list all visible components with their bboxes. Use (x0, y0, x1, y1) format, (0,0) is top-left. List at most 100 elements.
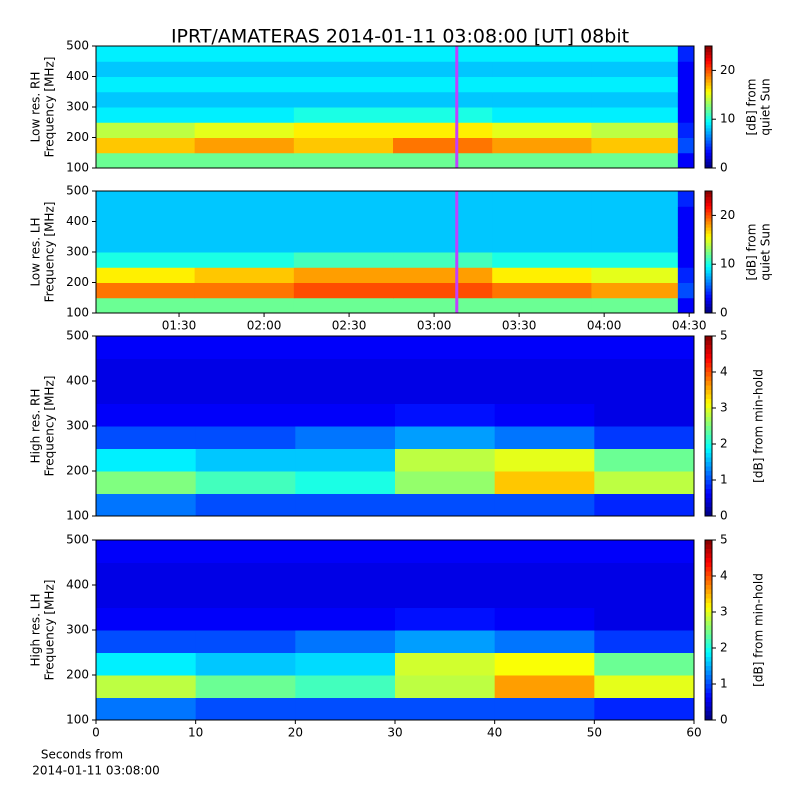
heatmap-cell (96, 630, 197, 653)
colorbar-band (705, 297, 712, 302)
heatmap-cell (194, 236, 295, 253)
colorbar-band (705, 46, 712, 50)
colorbar-band (705, 603, 712, 608)
heatmap-cell (295, 381, 396, 404)
y-tick-label: 200 (66, 668, 89, 682)
y-tick-label: 500 (66, 39, 89, 53)
heatmap-cell (393, 252, 493, 268)
heatmap-cell (295, 562, 396, 586)
colorbar-band (705, 279, 712, 283)
colorbar-tick-label: 4 (720, 365, 728, 379)
heatmap-cell (494, 562, 595, 586)
heatmap-cell (194, 107, 295, 123)
heatmap-cell (293, 122, 394, 138)
heatmap-cell (96, 206, 196, 222)
colorbar-band (705, 702, 712, 707)
colorbar-band (705, 255, 712, 259)
colorbar-band (705, 113, 712, 117)
colorbar-band (705, 291, 712, 296)
heatmap-cell (594, 607, 695, 631)
x-tick-label: 40 (487, 726, 502, 740)
heatmap-cell (195, 630, 296, 653)
heatmap-cell (393, 297, 493, 314)
heatmap-cell (194, 221, 295, 238)
colorbar-band (705, 585, 712, 590)
colorbar-band (705, 549, 712, 554)
heatmap-cell (96, 652, 197, 676)
colorbar-band (705, 107, 712, 111)
colorbar-band (705, 345, 712, 350)
colorbar-tick-label: 0 (720, 306, 728, 320)
heatmap-cell (295, 630, 396, 653)
colorbar-band (705, 94, 712, 99)
heatmap-cell (494, 540, 595, 563)
heatmap-cell (594, 336, 695, 359)
heatmap-cell (195, 585, 296, 608)
heatmap-cell (494, 358, 595, 382)
heatmap-cell (591, 206, 679, 222)
heatmap-cell (393, 282, 493, 299)
heatmap-cell (492, 91, 592, 108)
heatmap-cell (494, 675, 595, 698)
colorbar-band (705, 306, 712, 311)
heatmap-cell (195, 403, 296, 427)
y-tick-label: 500 (66, 533, 89, 547)
colorbar-band (705, 670, 712, 676)
heatmap-cell (194, 297, 295, 314)
x-tick-label: 60 (686, 726, 701, 740)
heatmap-cell (96, 76, 196, 93)
heatmap-cell (594, 675, 695, 698)
colorbar-band (705, 61, 712, 65)
y-tick-label: 300 (66, 100, 89, 114)
colorbar-band (705, 439, 712, 445)
colorbar-band (705, 643, 712, 649)
heatmap-cell (591, 191, 679, 207)
colorbar-band (705, 540, 712, 545)
heatmap-cell (594, 426, 695, 449)
heatmap-cell (295, 652, 396, 676)
x-axis-label: Seconds from (41, 748, 123, 762)
heatmap-cell (591, 297, 679, 314)
colorbar-band (705, 340, 712, 346)
heatmap-cell (96, 137, 196, 154)
heatmap-cell (293, 191, 394, 207)
heatmap-cell (96, 107, 196, 123)
colorbar-tick-label: 20 (720, 208, 735, 222)
heatmap-cell (293, 252, 394, 268)
colorbar-label: [dB] from (745, 224, 759, 281)
heatmap-cell (677, 282, 695, 299)
colorbar-band (705, 349, 712, 355)
heatmap-cell (395, 652, 496, 676)
heatmap-cell (494, 403, 595, 427)
x-tick-label: 50 (587, 726, 602, 740)
heatmap-cell (492, 61, 592, 77)
heatmap-cell (195, 562, 296, 586)
heatmap-cell (594, 493, 695, 517)
heatmap-cell (293, 282, 394, 299)
heatmap-cell (96, 403, 197, 427)
colorbar-band (705, 215, 712, 219)
heatmap-cell (677, 46, 695, 62)
heatmap-cell (492, 297, 592, 314)
colorbar-tick-label: 3 (720, 401, 728, 415)
colorbar-band (705, 607, 712, 613)
heatmap-cell (293, 61, 394, 77)
colorbar-band (705, 248, 712, 253)
heatmap-cell (195, 426, 296, 449)
colorbar-band (705, 227, 712, 232)
colorbar-band (705, 134, 712, 138)
colorbar-band (705, 164, 712, 169)
heatmap-cell (195, 471, 296, 494)
colorbar-tick-label: 3 (720, 605, 728, 619)
colorbar-band (705, 684, 712, 689)
y-axis-label: Low res. LH (29, 217, 43, 286)
heatmap-cell (591, 252, 679, 268)
y-tick-label: 100 (66, 306, 89, 320)
colorbar-band (705, 258, 712, 262)
colorbar-band (705, 657, 712, 662)
colorbar-band (705, 155, 712, 160)
y-tick-label: 500 (66, 329, 89, 343)
colorbar-band (705, 252, 712, 256)
y-axis-label: High res. RH (29, 389, 43, 464)
colorbar-band (705, 648, 712, 653)
